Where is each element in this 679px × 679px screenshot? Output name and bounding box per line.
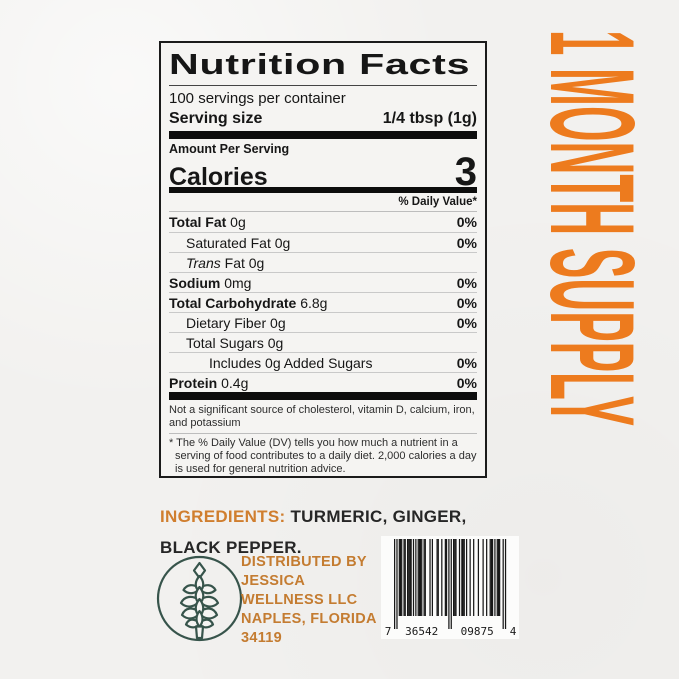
nutrient-name: Total Sugars 0g: [186, 334, 284, 351]
nutrient-row: Total Fat 0g 0%: [169, 212, 477, 232]
serving-size-label: Serving size: [169, 110, 263, 127]
barcode-digit-left: 7: [385, 625, 392, 638]
ingredients-value: TURMERIC, GINGER, BLACK PEPPER.: [160, 507, 467, 557]
distributor-line: JESSICA: [241, 573, 306, 589]
ingredients-label: INGREDIENTS:: [160, 507, 286, 526]
wheat-plant-logo-icon: [155, 554, 244, 643]
nutrient-name: Dietary Fiber 0g: [186, 314, 286, 331]
nutrient-name: Total Fat 0g: [169, 213, 246, 230]
nutrient-row: Sodium 0mg 0%: [169, 272, 477, 292]
nutrition-facts-panel: Nutrition Facts 100 servings per contain…: [159, 41, 487, 478]
distributor-line: WELLNESS LLC: [241, 592, 358, 608]
nutrient-row: Dietary Fiber 0g 0%: [169, 312, 477, 332]
nutrient-name: Protein 0.4g: [169, 374, 249, 391]
nutrient-daily-value: 0%: [456, 374, 477, 391]
distributor-line: 34119: [241, 630, 283, 646]
nutrient-name: Total Carbohydrate 6.8g: [169, 294, 328, 311]
barcode-digits-group2: 09875: [461, 625, 494, 638]
distributor-block: DISTRIBUTED BY JESSICA WELLNESS LLC NAPL…: [241, 553, 381, 648]
thick-divider: [169, 131, 477, 139]
distributor-line: NAPLES, FLORIDA: [241, 611, 377, 627]
nutrient-row: Total Sugars 0g: [169, 332, 477, 352]
nutrient-daily-value: 0%: [456, 314, 477, 331]
footnote-daily-value: * The % Daily Value (DV) tells you how m…: [169, 437, 477, 475]
serving-size-row: Serving size 1/4 tbsp (1g): [169, 108, 477, 131]
thick-divider: [169, 392, 477, 400]
barcode-digits-group1: 36542: [405, 625, 438, 638]
nutrient-name: Saturated Fat 0g: [186, 234, 291, 251]
nutrient-name: Includes 0g Added Sugars: [209, 354, 373, 371]
nutrient-daily-value: 0%: [456, 294, 477, 311]
nutrient-row: Trans Fat 0g: [169, 252, 477, 272]
medium-divider: [169, 187, 477, 193]
one-month-supply-banner: 1 MONTH SUPPLY: [525, 30, 665, 445]
nutrition-facts-title: Nutrition Facts: [169, 49, 471, 81]
servings-per-container: 100 servings per container: [169, 90, 346, 107]
nutrient-daily-value: 0%: [456, 213, 477, 230]
nutrient-name: Sodium 0mg: [169, 274, 252, 291]
barcode-digit-right: 4: [510, 625, 517, 638]
nutrient-daily-value: 0%: [456, 234, 477, 251]
nutrient-row: Protein 0.4g 0%: [169, 372, 477, 392]
calories-label: Calories: [169, 163, 268, 191]
nutrient-row: Includes 0g Added Sugars 0%: [169, 352, 477, 372]
footnote-not-significant: Not a significant source of cholesterol,…: [169, 400, 477, 434]
ingredients-line: INGREDIENTS: TURMERIC, GINGER, BLACK PEP…: [160, 501, 500, 563]
daily-value-header: % Daily Value*: [169, 193, 477, 212]
distributor-line: DISTRIBUTED BY: [241, 554, 367, 570]
nutrient-daily-value: 0%: [456, 354, 477, 371]
one-month-supply-text: 1 MONTH SUPPLY: [525, 30, 659, 427]
nutrient-rows: Total Fat 0g 0% Saturated Fat 0g 0% Trans Fa…: [169, 212, 477, 392]
upc-barcode: 7 36542 09875 4: [381, 536, 519, 639]
amount-per-serving-label: Amount Per Serving: [169, 142, 290, 156]
nutrient-row: Total Carbohydrate 6.8g 0%: [169, 292, 477, 312]
serving-size-value: 1/4 tbsp (1g): [382, 110, 477, 127]
calories-value: 3: [454, 150, 477, 194]
nutrient-daily-value: 0%: [456, 274, 477, 291]
nutrient-row: Saturated Fat 0g 0%: [169, 232, 477, 252]
nutrient-name: Trans Fat 0g: [186, 254, 265, 271]
calories-row: Calories 3: [169, 150, 477, 194]
nutrition-facts-title-block: Nutrition Facts: [169, 47, 477, 86]
